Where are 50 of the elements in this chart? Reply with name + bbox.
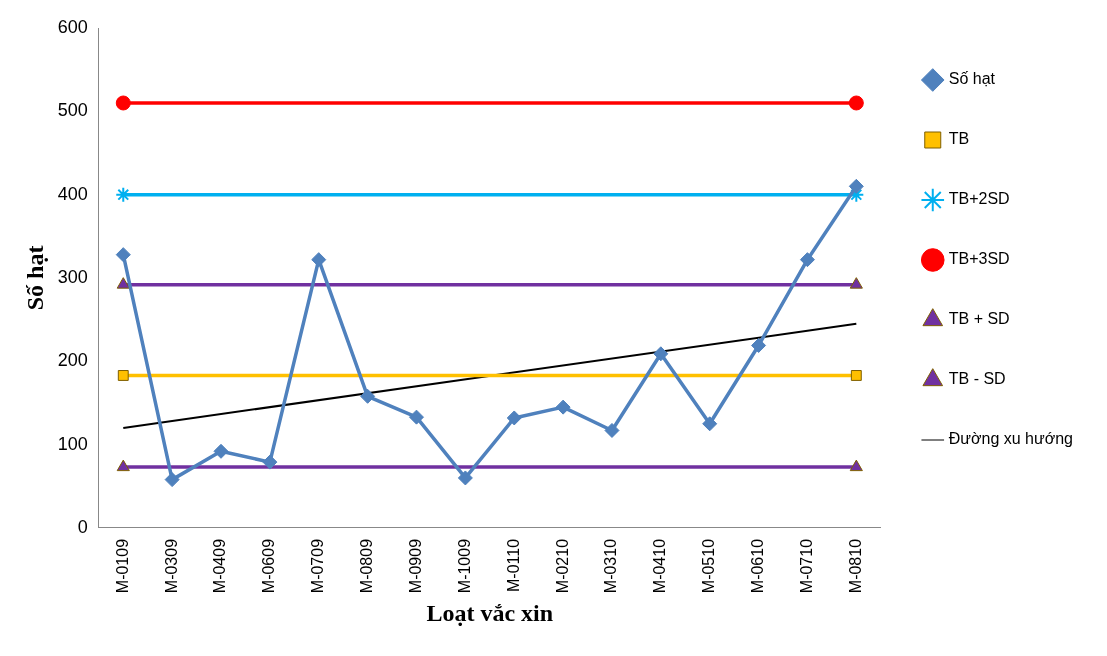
- x-tick-label: M-0210: [553, 538, 571, 594]
- y-tick-label: 300: [57, 266, 88, 287]
- y-tick-label: 400: [57, 183, 88, 204]
- x-tick-label: M-0610: [748, 538, 766, 594]
- x-tick-label: M-0710: [797, 538, 815, 594]
- point: [848, 178, 864, 194]
- point: [653, 346, 669, 362]
- x-tick-label: M-0409: [211, 538, 229, 594]
- y-axis-title: Số hạt: [21, 245, 48, 311]
- y-tick-label: 100: [57, 433, 88, 454]
- legend-label: TB+2SD: [948, 190, 1010, 208]
- x-tick-label: M-0110: [504, 538, 522, 593]
- x-tick-label: M-0810: [846, 538, 864, 594]
- legend-label: TB - SD: [948, 370, 1006, 388]
- point: [751, 337, 767, 353]
- x-axis-title: Loạt vắc xin: [426, 599, 554, 626]
- x-tick-label: M-0609: [260, 538, 278, 594]
- point: [457, 470, 473, 486]
- point: [311, 252, 327, 268]
- point: [117, 370, 129, 381]
- point: [164, 472, 180, 488]
- legend-label: TB: [948, 130, 970, 148]
- x-tick-label: M-0309: [162, 538, 180, 594]
- point: [262, 454, 278, 470]
- point: [213, 443, 229, 459]
- x-tick-label: M-0410: [651, 538, 669, 594]
- legend-label: Số hạt: [948, 70, 996, 88]
- legend-label: TB + SD: [948, 310, 1010, 328]
- point: [115, 95, 131, 111]
- legend-label: Đường xu hướng: [948, 430, 1074, 448]
- point: [555, 399, 571, 415]
- point: [799, 252, 815, 268]
- point: [360, 388, 376, 404]
- x-tick-label: M-0809: [358, 538, 376, 594]
- x-tick-label: M-1009: [455, 538, 473, 594]
- point: [604, 422, 620, 438]
- y-tick-label: 200: [57, 350, 88, 371]
- legend-label: TB+3SD: [948, 250, 1010, 268]
- x-tick-label: M-0310: [602, 538, 620, 594]
- point: [408, 409, 424, 425]
- x-tick-label: M-0510: [700, 538, 718, 594]
- x-tick-label: M-0909: [406, 538, 424, 594]
- point: [506, 410, 522, 426]
- point: [115, 247, 131, 263]
- y-tick-label: 600: [57, 16, 88, 37]
- point: [702, 416, 718, 432]
- y-tick-label: 500: [57, 100, 88, 121]
- y-tick-label: 0: [77, 516, 88, 537]
- x-tick-label: M-0709: [309, 538, 327, 594]
- x-tick-label: M-0109: [113, 538, 131, 594]
